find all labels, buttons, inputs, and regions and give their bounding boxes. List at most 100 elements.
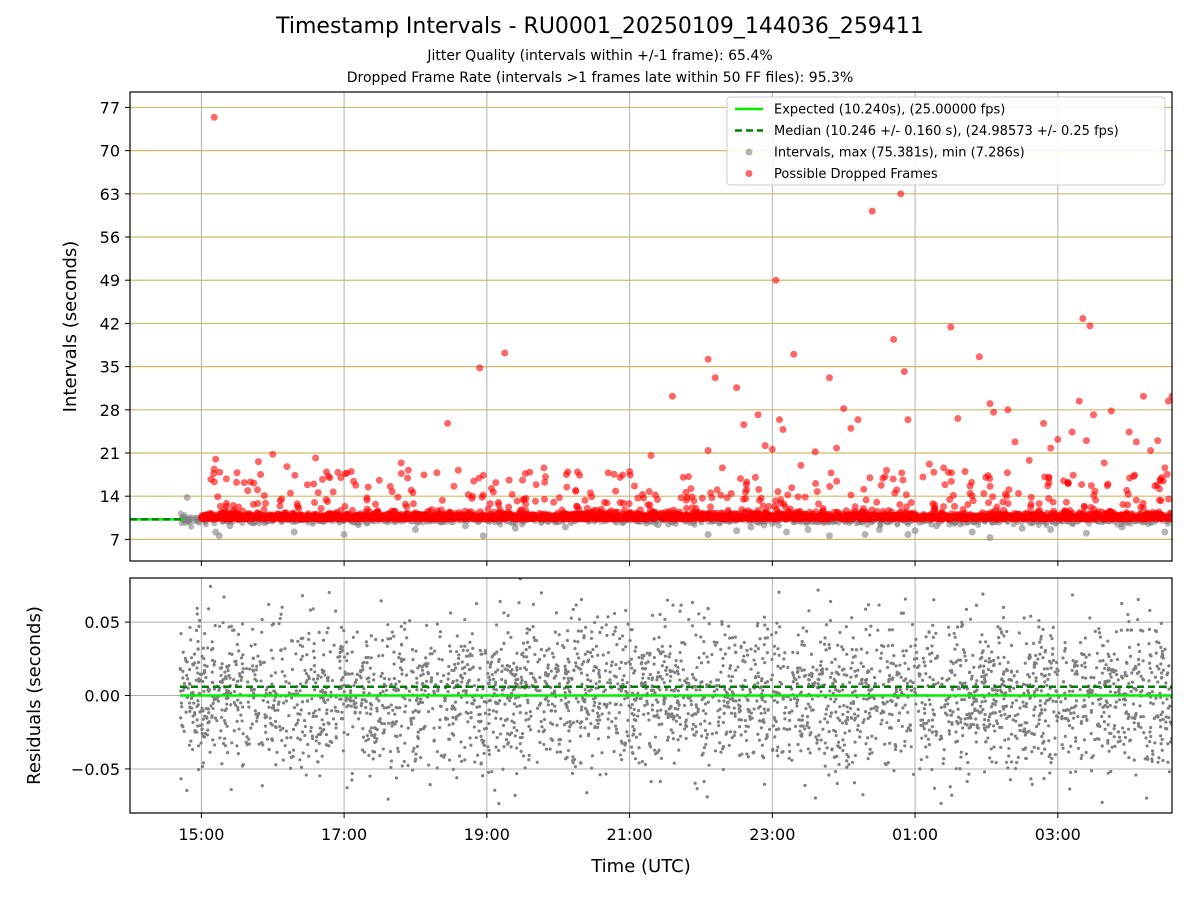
residual-point	[260, 784, 264, 788]
residual-point	[553, 709, 558, 713]
dropped-frame-point	[531, 497, 539, 505]
dropped-frame-point	[704, 355, 712, 363]
dropped-frame-point	[374, 507, 382, 515]
dropped-frame-point	[736, 475, 744, 483]
dropped-frame-point	[1161, 464, 1169, 472]
dropped-frame-point	[397, 470, 405, 478]
dropped-frame-point	[920, 515, 928, 523]
top-ytick-label: 21	[100, 444, 120, 463]
dropped-frame-point	[244, 487, 252, 495]
residual-point	[705, 795, 709, 799]
dropped-frame-point	[579, 515, 587, 523]
interval-point	[511, 524, 519, 532]
dropped-frame-point	[1155, 508, 1163, 516]
dropped-frame-point	[347, 468, 355, 476]
residual-point	[983, 659, 988, 663]
dropped-frame-point	[324, 498, 332, 506]
dropped-frame-point	[586, 489, 594, 497]
residual-point	[773, 652, 777, 656]
residual-point	[613, 724, 618, 728]
residual-point	[620, 758, 624, 762]
dropped-frame-point	[470, 477, 478, 485]
dropped-frame-point	[1150, 514, 1158, 522]
dropped-frame-point	[901, 514, 909, 522]
dropped-frame-point	[375, 476, 383, 484]
dropped-frame-point	[1126, 474, 1134, 482]
dropped-frame-point	[505, 503, 513, 511]
dropped-frame-point	[907, 499, 915, 507]
dropped-frame-point	[847, 491, 855, 499]
residual-point	[965, 712, 969, 717]
residual-point	[235, 719, 239, 723]
dropped-frame-point	[1168, 392, 1172, 400]
dropped-frame-point	[294, 502, 302, 510]
residual-point	[559, 698, 563, 702]
residual-point	[733, 643, 737, 647]
interval-point	[183, 493, 191, 501]
dropped-frame-point	[1087, 503, 1095, 511]
dropped-frame-point	[310, 480, 318, 488]
dropped-frame-point	[742, 495, 750, 503]
bottom-ytick-label: −0.05	[71, 760, 120, 779]
residual-point	[1144, 736, 1148, 740]
residual-point	[671, 737, 675, 741]
dropped-frame-point	[278, 495, 286, 503]
dropped-frame-point	[981, 514, 989, 522]
dropped-frame-point	[363, 505, 371, 513]
dropped-frame-point	[868, 207, 876, 215]
dropped-frame-point	[779, 426, 787, 434]
residual-point	[1054, 689, 1059, 694]
dropped-frame-point	[925, 460, 933, 468]
dropped-frame-point	[1078, 481, 1086, 489]
residual-point	[247, 705, 251, 709]
dropped-frame-point	[376, 514, 384, 522]
dropped-frame-point	[464, 491, 472, 499]
dropped-frame-point	[540, 495, 548, 503]
dropped-frame-point	[986, 400, 994, 408]
dropped-frame-point	[708, 494, 716, 502]
residual-point	[219, 673, 223, 678]
dropped-frame-point	[754, 411, 762, 419]
residual-point	[364, 739, 368, 743]
dropped-frame-point	[286, 489, 294, 497]
dropped-frame-point	[898, 469, 906, 477]
dropped-frame-point	[903, 503, 911, 511]
dropped-frame-point	[966, 489, 974, 497]
dropped-frame-point	[322, 468, 330, 476]
dropped-frame-point	[621, 506, 629, 514]
dropped-frame-point	[938, 509, 946, 517]
residual-point	[207, 607, 211, 611]
dropped-frame-point	[553, 514, 561, 522]
dropped-frame-point	[222, 475, 230, 483]
dropped-frame-point	[907, 510, 915, 518]
dropped-frame-point	[1068, 428, 1076, 436]
dropped-frame-point	[1107, 407, 1115, 415]
interval-point	[975, 522, 982, 529]
dropped-frame-point	[495, 501, 503, 509]
dropped-frame-point	[1123, 509, 1131, 517]
residual-point	[579, 597, 584, 602]
dropped-frame-point	[740, 421, 748, 429]
dropped-frame-point	[1045, 495, 1053, 503]
residual-point	[413, 708, 418, 713]
dropped-frame-point	[989, 493, 997, 501]
dropped-frame-point	[484, 505, 492, 513]
residual-point	[1070, 593, 1075, 597]
dropped-frame-point	[647, 451, 655, 459]
dropped-frame-point	[619, 471, 627, 479]
top-ytick-label: 14	[100, 487, 120, 506]
dropped-frame-point	[1082, 437, 1090, 445]
residual-point	[846, 710, 850, 714]
residual-point	[626, 718, 630, 722]
dropped-frame-point	[989, 514, 997, 522]
residual-point	[963, 654, 967, 658]
dropped-frame-point	[980, 490, 988, 498]
residual-point	[1119, 628, 1123, 632]
residual-point	[621, 682, 625, 687]
residual-point	[1021, 682, 1026, 686]
dropped-frame-point	[558, 506, 566, 514]
residual-point	[981, 592, 985, 596]
dropped-frame-point	[713, 486, 721, 494]
dropped-frame-point	[1139, 499, 1147, 507]
residual-point	[230, 741, 234, 745]
